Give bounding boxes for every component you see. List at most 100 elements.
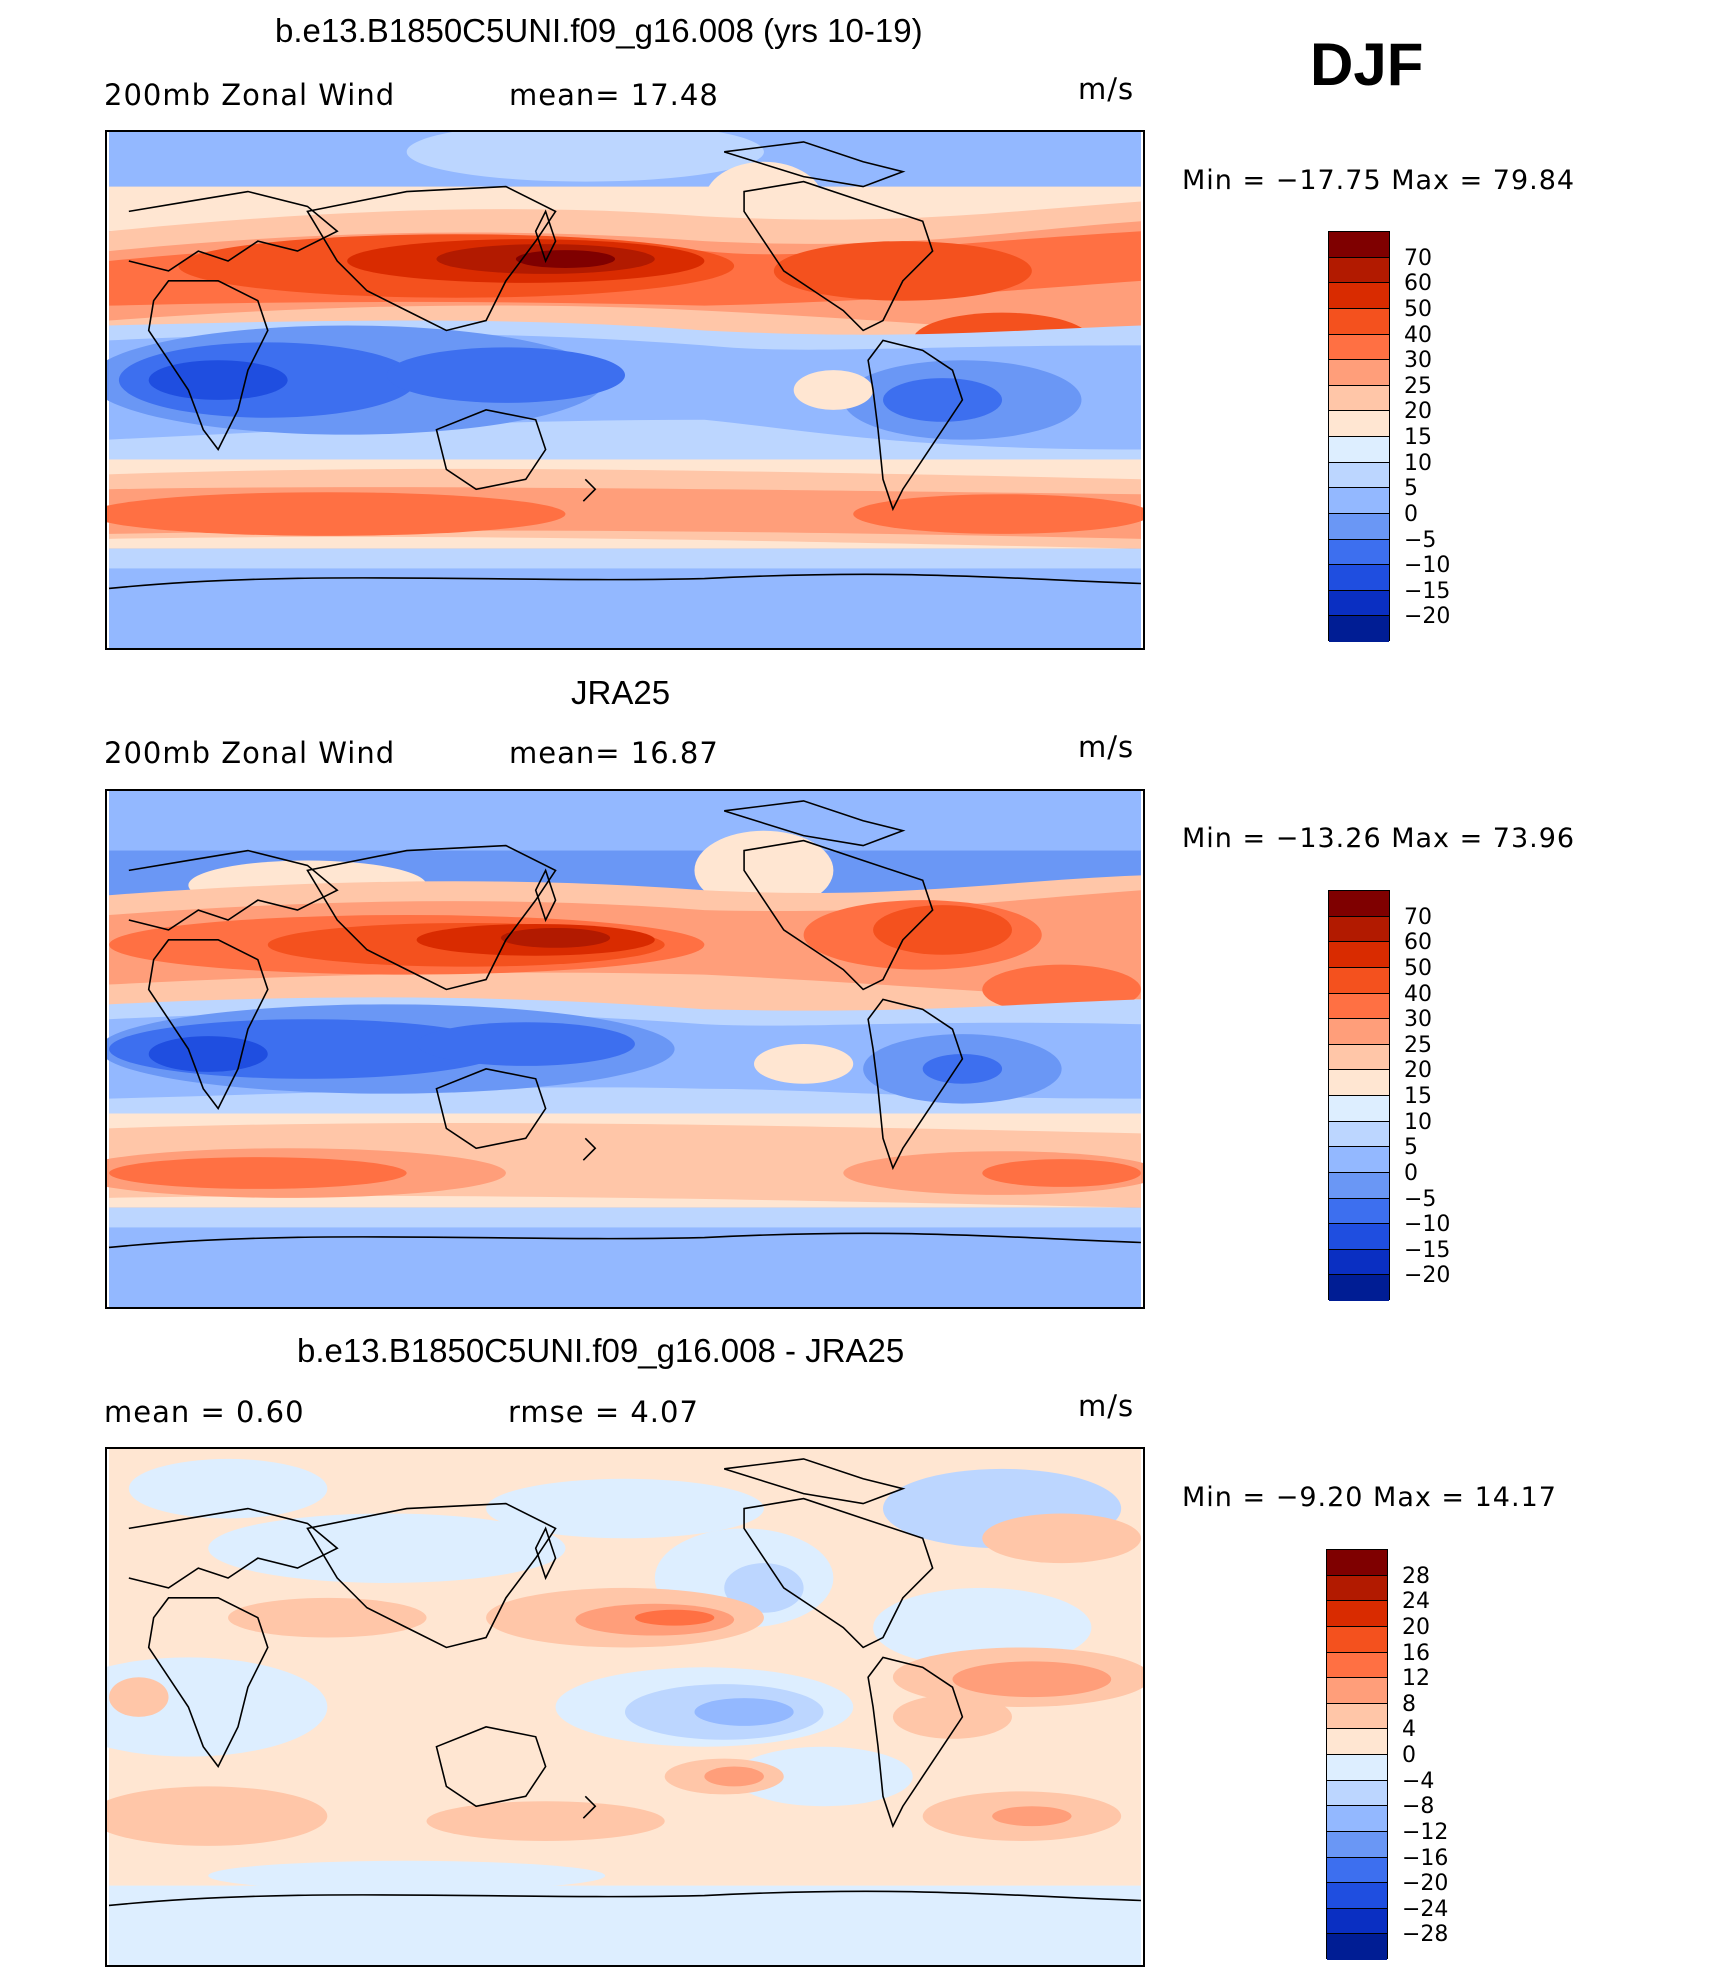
colorbar-swatch xyxy=(1327,1780,1387,1807)
colorbar-swatch xyxy=(1329,1249,1389,1276)
colorbar-swatch xyxy=(1327,1806,1387,1832)
colorbar-swatch xyxy=(1327,1857,1387,1884)
colorbar-swatch xyxy=(1329,590,1389,617)
colorbar-tick-label: 12 xyxy=(1402,1666,1430,1692)
colorbar-swatch xyxy=(1329,513,1389,540)
colorbar-tick-label: −10 xyxy=(1404,1212,1451,1238)
colorbar-tick-label: 30 xyxy=(1404,1007,1432,1033)
colorbar-swatch xyxy=(1327,1831,1387,1858)
colorbar-tick-label: −15 xyxy=(1404,1237,1451,1263)
colorbar-tick-label: 50 xyxy=(1404,955,1432,981)
colorbar-tick-label: 20 xyxy=(1404,1058,1432,1084)
panel1-units-label: m/s xyxy=(1078,72,1135,106)
colorbar-tick-label: 40 xyxy=(1404,322,1432,348)
colorbar-tick-label: 8 xyxy=(1402,1691,1416,1717)
colorbar-tick-label: 25 xyxy=(1404,1032,1432,1058)
colorbar-tick-label: 40 xyxy=(1404,981,1432,1007)
colorbar-tick-label: 60 xyxy=(1404,271,1432,297)
colorbar-tick-label: −5 xyxy=(1404,527,1437,553)
colorbar-tick-label: 5 xyxy=(1404,476,1418,502)
colorbar-tick-label: 20 xyxy=(1402,1614,1430,1640)
panel2-mean-label: mean= 16.87 xyxy=(509,736,719,770)
colorbar-tick-label: −20 xyxy=(1404,604,1451,630)
colorbar-swatch xyxy=(1327,1703,1387,1730)
colorbar-swatch xyxy=(1329,360,1389,386)
colorbar-swatch xyxy=(1329,283,1389,309)
colorbar-swatch xyxy=(1327,1652,1387,1679)
colorbar-tick-label: −28 xyxy=(1402,1922,1449,1948)
colorbar-swatch xyxy=(1329,891,1389,917)
colorbar-tick-label: −4 xyxy=(1402,1768,1435,1794)
colorbar-swatch xyxy=(1329,411,1389,437)
colorbar-swatch xyxy=(1327,1575,1387,1602)
colorbar-swatch xyxy=(1329,1172,1389,1199)
panel3-units-label: m/s xyxy=(1078,1389,1135,1423)
colorbar-tick-label: 10 xyxy=(1404,450,1432,476)
panel1-title: b.e13.B1850C5UNI.f09_g16.008 (yrs 10-19) xyxy=(275,12,923,49)
colorbar-tick-label: 20 xyxy=(1404,399,1432,425)
colorbar-swatch xyxy=(1329,1070,1389,1096)
colorbar-tick-label: −20 xyxy=(1402,1871,1449,1897)
panel2-map xyxy=(105,789,1145,1309)
colorbar-swatch xyxy=(1329,1224,1389,1250)
panel3-rmse-label: rmse = 4.07 xyxy=(508,1395,699,1429)
colorbar-swatch xyxy=(1329,539,1389,566)
panel1-minmax-label: Min = −17.75 Max = 79.84 xyxy=(1182,165,1576,196)
colorbar-swatch xyxy=(1327,1908,1387,1935)
colorbar-tick-label: −8 xyxy=(1402,1794,1435,1820)
colorbar-tick-label: 30 xyxy=(1404,348,1432,374)
panel2-minmax-label: Min = −13.26 Max = 73.96 xyxy=(1182,823,1576,854)
colorbar-swatch xyxy=(1329,385,1389,412)
colorbar-tick-label: −24 xyxy=(1402,1896,1449,1922)
panel3-contour-field xyxy=(107,1449,1143,1965)
colorbar-swatch xyxy=(1329,1096,1389,1122)
panel1-colorbar-boxes xyxy=(1328,231,1390,642)
colorbar-swatch xyxy=(1327,1626,1387,1653)
colorbar-tick-label: 16 xyxy=(1402,1640,1430,1666)
colorbar-tick-label: −5 xyxy=(1404,1186,1437,1212)
panel2-units-label: m/s xyxy=(1078,730,1135,764)
panel3-colorbar-boxes xyxy=(1326,1549,1388,1960)
colorbar-swatch xyxy=(1329,488,1389,514)
colorbar-swatch xyxy=(1329,334,1389,361)
colorbar-tick-label: 70 xyxy=(1404,245,1432,271)
panel1-variable-label: 200mb Zonal Wind xyxy=(104,78,396,112)
colorbar-tick-label: 10 xyxy=(1404,1109,1432,1135)
colorbar-swatch xyxy=(1329,967,1389,994)
colorbar-swatch xyxy=(1327,1934,1387,1960)
colorbar-tick-label: −10 xyxy=(1404,553,1451,579)
panel2-variable-label: 200mb Zonal Wind xyxy=(104,736,396,770)
colorbar-swatch xyxy=(1329,1198,1389,1225)
colorbar-swatch xyxy=(1329,462,1389,489)
colorbar-tick-label: 24 xyxy=(1402,1589,1430,1615)
colorbar-tick-label: −20 xyxy=(1404,1263,1451,1289)
colorbar-tick-label: 5 xyxy=(1404,1135,1418,1161)
colorbar-swatch xyxy=(1329,1147,1389,1173)
colorbar-swatch xyxy=(1329,916,1389,943)
colorbar-swatch xyxy=(1329,232,1389,258)
panel2-title: JRA25 xyxy=(571,674,671,711)
panel3-mean-label: mean = 0.60 xyxy=(104,1395,305,1429)
colorbar-swatch xyxy=(1327,1883,1387,1909)
colorbar-swatch xyxy=(1329,1121,1389,1148)
colorbar-tick-label: −16 xyxy=(1402,1845,1449,1871)
colorbar-swatch xyxy=(1329,257,1389,284)
colorbar-swatch xyxy=(1327,1550,1387,1576)
colorbar-swatch xyxy=(1329,308,1389,335)
colorbar-swatch xyxy=(1329,1275,1389,1301)
colorbar-tick-label: 28 xyxy=(1402,1563,1430,1589)
panel3-map xyxy=(105,1447,1145,1967)
colorbar-swatch xyxy=(1329,437,1389,463)
colorbar-tick-label: 0 xyxy=(1404,1160,1418,1186)
colorbar-swatch xyxy=(1329,942,1389,968)
colorbar-swatch xyxy=(1327,1755,1387,1781)
colorbar-swatch xyxy=(1329,1019,1389,1045)
colorbar-tick-label: 50 xyxy=(1404,296,1432,322)
colorbar-swatch xyxy=(1327,1678,1387,1704)
colorbar-tick-label: 0 xyxy=(1402,1743,1416,1768)
panel1-map xyxy=(105,130,1145,650)
panel3-title: b.e13.B1850C5UNI.f09_g16.008 - JRA25 xyxy=(297,1332,905,1369)
panel1-contour-field xyxy=(107,132,1143,648)
colorbar-tick-label: 0 xyxy=(1404,501,1418,527)
colorbar-tick-label: 70 xyxy=(1404,904,1432,930)
